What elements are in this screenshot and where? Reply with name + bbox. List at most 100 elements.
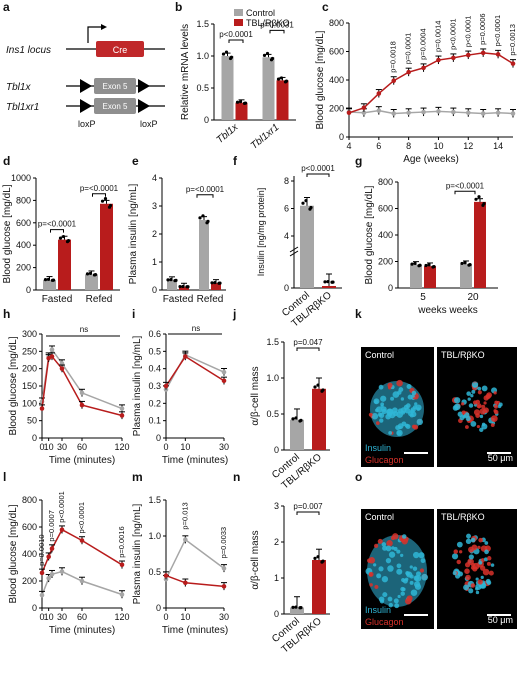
x-tick-label: 30 <box>57 612 67 622</box>
panel-letter-g: g <box>355 154 362 168</box>
islet-cell <box>414 402 418 406</box>
data-point <box>432 264 436 269</box>
series-line-ko <box>41 528 123 574</box>
series-line-control <box>165 538 225 580</box>
islet-cell <box>473 409 481 416</box>
islet-cell <box>476 403 482 409</box>
y-tick-label: 0 <box>274 445 279 455</box>
y-tick-label: 400 <box>22 549 37 559</box>
data-point <box>201 214 205 218</box>
islet-cell <box>480 575 484 580</box>
islet-cell <box>413 424 419 430</box>
panel-letter-l: l <box>3 470 6 484</box>
data-point <box>49 347 55 352</box>
data-point <box>299 418 303 422</box>
data-point <box>79 578 85 584</box>
islet-cell <box>466 533 472 539</box>
axis-break-icon <box>289 246 299 257</box>
islet-cell <box>463 584 469 591</box>
data-point <box>474 197 478 201</box>
x-tick-label: 6 <box>376 141 381 151</box>
data-point <box>326 280 330 284</box>
islet-cell <box>374 584 379 590</box>
y-tick-label: 0 <box>32 433 37 443</box>
exon-label: Exon 5 <box>103 82 128 91</box>
islet-cell <box>406 384 412 390</box>
data-point <box>299 606 303 610</box>
islet-cell <box>405 403 411 409</box>
p-value-label: p<0.0001 <box>219 30 253 39</box>
islet-cell <box>468 554 474 560</box>
data-point <box>221 566 227 571</box>
bar <box>290 419 304 450</box>
islet-cell <box>385 545 392 552</box>
y-tick-label: 8 <box>284 176 289 186</box>
islet-cell <box>381 576 389 583</box>
islet-cell <box>481 423 488 430</box>
islet-cell <box>464 568 470 574</box>
bar <box>460 264 472 288</box>
islet-cell <box>484 549 489 555</box>
significance-bracket <box>454 190 476 195</box>
islet-cell <box>453 403 461 411</box>
bar <box>300 205 314 288</box>
data-point <box>221 584 227 589</box>
p-value-label: ns <box>80 325 88 334</box>
islet-cell <box>400 407 407 414</box>
data-point <box>169 278 173 282</box>
p-value-label: p=0.047 <box>293 338 323 347</box>
y-tick-label: 600 <box>378 204 393 214</box>
loxp-triangle-icon <box>80 99 92 113</box>
data-point <box>58 236 63 240</box>
tbl1xr1-label: Tbl1xr1 <box>6 102 39 113</box>
y-tick-label: 0 <box>284 283 289 293</box>
data-point <box>477 195 481 199</box>
islet-cell <box>381 542 387 547</box>
data-point <box>183 580 188 586</box>
data-point <box>301 201 305 205</box>
data-point <box>313 556 317 560</box>
data-point <box>181 284 185 289</box>
islet-cell <box>396 563 402 569</box>
data-point <box>224 50 229 54</box>
islet-cell <box>493 391 497 395</box>
islet-cell <box>456 559 461 565</box>
significance-bracket <box>296 347 320 351</box>
data-point <box>66 239 71 243</box>
data-point <box>59 527 65 532</box>
islet-cell <box>465 415 471 422</box>
data-point <box>46 277 51 281</box>
x-tick-label: 30 <box>57 442 67 452</box>
data-point <box>221 378 227 384</box>
islet-cell <box>409 413 414 418</box>
islet-cell <box>387 596 393 602</box>
islet-cell <box>472 382 478 388</box>
islet-cell <box>401 534 407 539</box>
insulin-label: Insulin <box>365 443 392 453</box>
islet-cell <box>485 578 491 584</box>
data-point <box>279 76 284 80</box>
islet-cell <box>467 558 474 565</box>
data-point <box>51 278 56 282</box>
data-point <box>294 605 298 609</box>
y-tick-label: 0.4 <box>148 364 161 374</box>
series-line-ko <box>41 355 123 417</box>
data-point <box>436 109 441 114</box>
p-value-label: p=0.0018 <box>389 41 398 73</box>
data-point <box>424 263 428 268</box>
islet-cell <box>451 553 459 560</box>
x-axis-label: Time (minutes) <box>162 625 228 636</box>
islet-image <box>368 379 428 454</box>
data-point <box>304 199 308 203</box>
data-point <box>510 61 516 66</box>
p-value-label: p<0.0001 <box>57 491 66 523</box>
islet-cell <box>400 397 405 401</box>
y-tick-label: 3 <box>274 501 279 511</box>
data-point <box>79 390 85 396</box>
p-value-label: p=0.0007 <box>47 510 56 542</box>
data-point <box>468 263 472 267</box>
